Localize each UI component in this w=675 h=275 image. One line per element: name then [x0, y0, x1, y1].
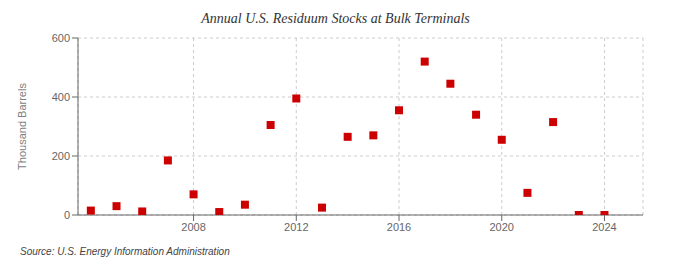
svg-text:2012: 2012	[284, 221, 308, 233]
svg-text:200: 200	[52, 150, 70, 162]
svg-text:600: 600	[52, 32, 70, 44]
svg-text:Thousand Barrels: Thousand Barrels	[16, 83, 28, 170]
svg-text:2024: 2024	[592, 221, 616, 233]
html-text:Source: U.S. Energy Informatio: Source: U.S. Energy Information Administ…	[20, 246, 230, 257]
svg-text:2016: 2016	[387, 221, 411, 233]
svg-text:2008: 2008	[181, 221, 205, 233]
svg-text:2020: 2020	[490, 221, 514, 233]
svg-text:400: 400	[52, 91, 70, 103]
svg-text:0: 0	[64, 209, 70, 221]
html-text:Annual U.S. Residuum Stocks at: Annual U.S. Residuum Stocks at Bulk Term…	[201, 11, 470, 26]
